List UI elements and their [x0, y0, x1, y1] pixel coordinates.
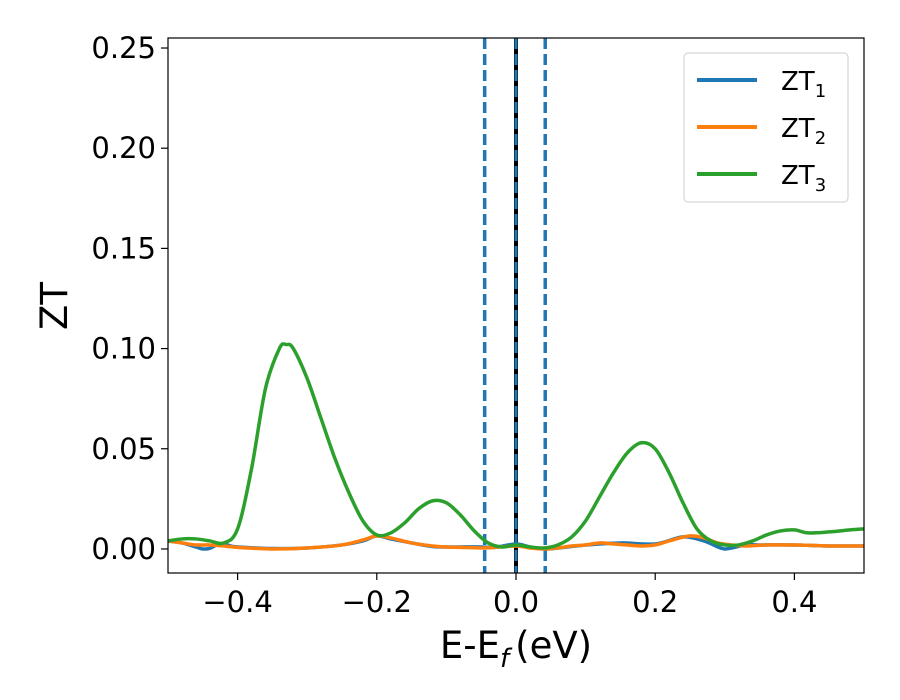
- x-axis-title: E-Ef (eV): [440, 624, 592, 674]
- reference-lines: [482, 38, 547, 573]
- y-tick-label: 0.10: [91, 332, 156, 366]
- y-tick-label: 0.15: [91, 231, 156, 265]
- series-layer: [168, 342, 864, 551]
- y-tick-label: 0.05: [91, 432, 156, 466]
- legend-label-zt1: ZT1: [781, 67, 826, 102]
- x-tick-label: −0.4: [202, 585, 272, 619]
- y-axis: 0.00 0.05 0.10 0.15 0.20 0.25: [91, 31, 168, 566]
- x-tick-label: 0.0: [493, 585, 539, 619]
- legend: ZT1 ZT2 ZT3: [683, 52, 849, 203]
- legend-label-zt2: ZT2: [781, 114, 826, 149]
- x-tick-label: 0.2: [632, 585, 678, 619]
- y-tick-label: 0.25: [91, 31, 156, 65]
- legend-label-zt3: ZT3: [781, 161, 826, 196]
- x-tick-label: −0.2: [342, 585, 412, 619]
- legend-box: [683, 52, 849, 203]
- y-tick-label: 0.20: [91, 131, 156, 165]
- x-tick-label: 0.4: [771, 585, 817, 619]
- series-line-zt3: [168, 342, 864, 550]
- x-axis: −0.4 −0.2 0.0 0.2 0.4: [202, 573, 817, 619]
- y-tick-label: 0.00: [91, 532, 156, 566]
- y-axis-title: ZT: [33, 282, 76, 330]
